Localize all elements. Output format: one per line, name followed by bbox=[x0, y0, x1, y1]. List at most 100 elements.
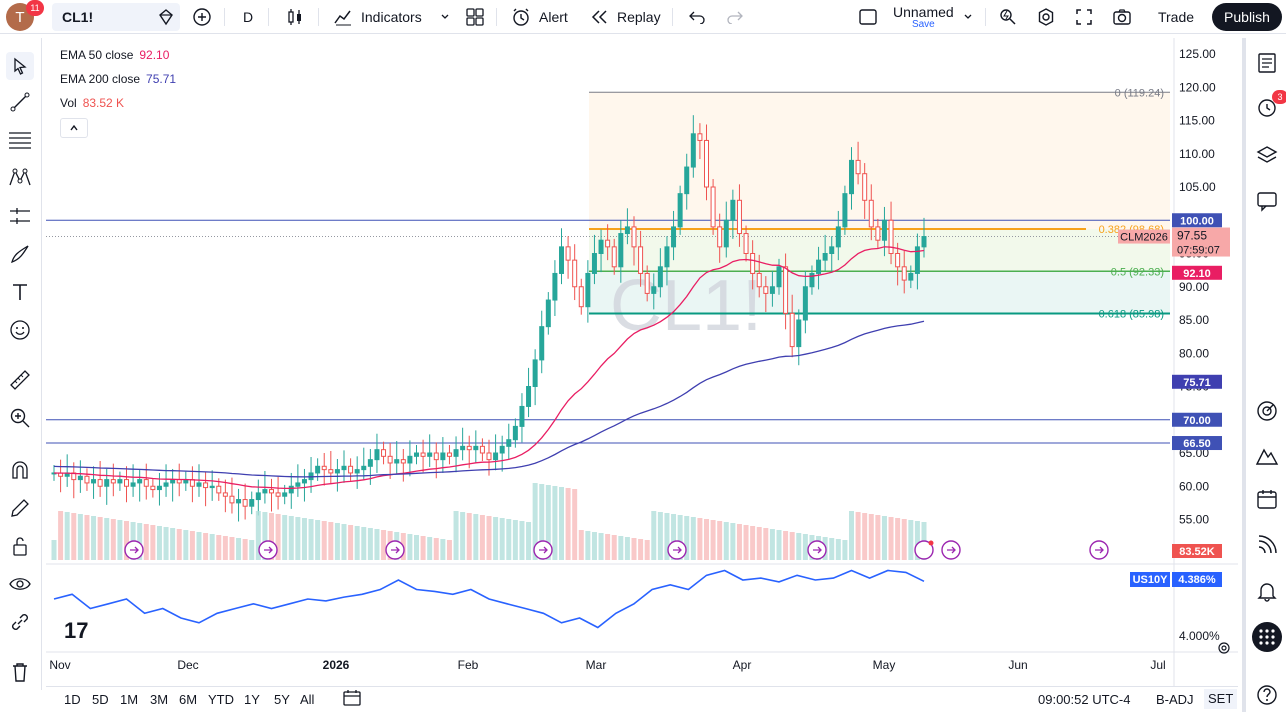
watchlist-icon[interactable] bbox=[1254, 50, 1280, 76]
eye-icon[interactable] bbox=[8, 572, 32, 596]
range-button-1m[interactable]: 1M bbox=[120, 692, 139, 707]
chevron-up-icon bbox=[70, 124, 78, 131]
time-axis-label: Jul bbox=[1150, 658, 1165, 672]
chart-pane[interactable]: CL1!0 (119.24)0.382 (98.68)0.5 (92.33)0.… bbox=[46, 38, 1238, 690]
chat-icon[interactable] bbox=[1254, 188, 1280, 214]
lock-icon[interactable] bbox=[8, 534, 32, 558]
trend-line-icon[interactable] bbox=[8, 90, 32, 114]
candle-body bbox=[519, 405, 525, 427]
quick-search-icon[interactable] bbox=[998, 0, 1018, 34]
pattern-tool-icon[interactable] bbox=[8, 166, 32, 190]
legend-volume[interactable]: Vol 83.52 K bbox=[60, 96, 124, 110]
add-symbol-icon[interactable] bbox=[192, 0, 212, 34]
range-button-all[interactable]: All bbox=[300, 692, 315, 707]
axis-settings-icon[interactable] bbox=[1216, 640, 1232, 661]
templates-icon[interactable] bbox=[465, 0, 485, 34]
link-icon[interactable] bbox=[8, 610, 32, 634]
candle-body bbox=[512, 425, 518, 441]
candle-body bbox=[835, 226, 841, 248]
collapse-legend-button[interactable] bbox=[60, 118, 88, 138]
alerts-icon[interactable] bbox=[1254, 94, 1280, 120]
layout-name-button[interactable]: Unnamed Save bbox=[893, 0, 954, 34]
text-tool-icon[interactable] bbox=[8, 280, 32, 304]
legend-ema50[interactable]: EMA 50 close 92.10 bbox=[60, 48, 169, 62]
target-icon[interactable] bbox=[1254, 398, 1280, 424]
indicators-button[interactable]: Indicators bbox=[333, 0, 450, 34]
forecasting-tool-icon[interactable] bbox=[8, 204, 32, 228]
range-button-1y[interactable]: 1Y bbox=[244, 692, 260, 707]
candle-body bbox=[730, 199, 736, 221]
volume-bar bbox=[664, 513, 670, 560]
zoom-in-icon[interactable] bbox=[8, 406, 32, 430]
volume-bar bbox=[420, 536, 426, 560]
emoji-icon[interactable] bbox=[8, 318, 32, 342]
candle-body bbox=[789, 312, 795, 348]
range-button-6m[interactable]: 6M bbox=[179, 692, 198, 707]
calendar-icon[interactable] bbox=[1254, 486, 1280, 512]
event-arrow-icon bbox=[264, 546, 273, 554]
range-button-ytd[interactable]: YTD bbox=[208, 692, 234, 707]
candle-body bbox=[367, 459, 373, 467]
candle-body bbox=[97, 479, 103, 487]
snapshot-camera-icon[interactable] bbox=[1112, 0, 1132, 34]
chart-canvas[interactable]: CL1!0 (119.24)0.382 (98.68)0.5 (92.33)0.… bbox=[46, 38, 1238, 686]
symbol-search[interactable]: CL1! bbox=[52, 3, 180, 31]
fib-retracement-icon[interactable] bbox=[8, 128, 32, 152]
back-adjust-toggle[interactable]: B-ADJ bbox=[1156, 692, 1194, 707]
apps-grid-icon[interactable] bbox=[1252, 622, 1282, 652]
redo-icon[interactable] bbox=[726, 0, 744, 34]
candle-body bbox=[387, 455, 393, 464]
candle-body bbox=[104, 479, 110, 487]
candle-body bbox=[723, 219, 729, 248]
cursor-icon[interactable] bbox=[6, 52, 34, 80]
layout-icon[interactable] bbox=[858, 0, 878, 34]
volume-bar bbox=[618, 536, 624, 560]
ideas-icon[interactable] bbox=[1254, 442, 1280, 468]
candle-body bbox=[750, 253, 756, 274]
help-icon[interactable] bbox=[1254, 682, 1280, 708]
pencil-lock-icon[interactable] bbox=[8, 496, 32, 520]
compare-symbol-icon[interactable] bbox=[157, 0, 175, 34]
chevron-down-icon[interactable] bbox=[963, 0, 973, 34]
date-range-calendar-icon[interactable] bbox=[342, 689, 362, 710]
volume-bar bbox=[750, 526, 756, 560]
alert-button[interactable]: Alert bbox=[511, 0, 568, 34]
volume-bar bbox=[552, 486, 558, 560]
session-toggle[interactable]: SET bbox=[1204, 689, 1238, 709]
range-button-1d[interactable]: 1D bbox=[64, 692, 81, 707]
time-axis-label: Dec bbox=[177, 658, 198, 672]
candle-body bbox=[117, 479, 123, 484]
brush-icon[interactable] bbox=[8, 242, 32, 266]
candle-body bbox=[559, 246, 564, 274]
event-arrow-icon bbox=[1095, 546, 1104, 554]
layers-icon[interactable] bbox=[1254, 142, 1280, 168]
volume-bar bbox=[868, 514, 874, 560]
candle-body bbox=[110, 479, 116, 484]
range-button-5d[interactable]: 5D bbox=[92, 692, 109, 707]
replay-button[interactable]: Replay bbox=[591, 0, 661, 34]
clock-timezone[interactable]: 09:00:52 UTC-4 bbox=[1038, 692, 1131, 707]
trade-button[interactable]: Trade bbox=[1157, 9, 1195, 25]
undo-icon[interactable] bbox=[688, 0, 706, 34]
dividend-dot bbox=[928, 540, 934, 546]
magnet-icon[interactable] bbox=[8, 458, 32, 482]
fullscreen-icon[interactable] bbox=[1075, 0, 1093, 34]
candle-body bbox=[657, 266, 663, 288]
volume-bar bbox=[321, 521, 327, 560]
settings-gear-icon[interactable] bbox=[1036, 0, 1056, 34]
ruler-icon[interactable] bbox=[8, 368, 32, 392]
interval-button[interactable]: D bbox=[243, 0, 253, 34]
range-button-3m[interactable]: 3M bbox=[150, 692, 169, 707]
legend-ema200[interactable]: EMA 200 close 75.71 bbox=[60, 72, 176, 86]
range-button-5y[interactable]: 5Y bbox=[274, 692, 290, 707]
notifications-bell-icon[interactable] bbox=[1254, 578, 1280, 604]
candles-icon[interactable] bbox=[285, 0, 305, 34]
volume-bar bbox=[901, 519, 907, 560]
trash-icon[interactable] bbox=[8, 660, 32, 684]
streams-icon[interactable] bbox=[1254, 532, 1280, 558]
publish-button[interactable]: Publish bbox=[1212, 3, 1282, 31]
volume-bar bbox=[624, 537, 630, 560]
candle-body bbox=[348, 465, 354, 474]
volume-bar bbox=[763, 528, 769, 560]
candle-body bbox=[578, 286, 584, 308]
